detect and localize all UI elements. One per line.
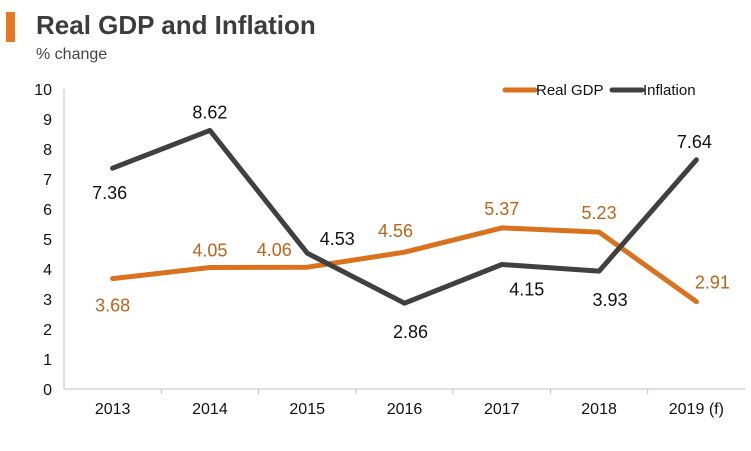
y-tick-label: 4 (43, 262, 52, 279)
y-tick-label: 7 (43, 172, 52, 189)
y-tick-label: 3 (43, 292, 52, 309)
data-label-real-gdp: 2.91 (695, 273, 730, 293)
data-label-real-gdp: 3.68 (95, 296, 130, 316)
data-label-real-gdp: 5.23 (582, 203, 617, 223)
legend-label-real-gdp: Real GDP (536, 82, 604, 99)
data-label-inflation: 3.93 (593, 290, 628, 310)
x-tick-label: 2013 (95, 401, 131, 418)
data-label-inflation: 8.62 (192, 102, 227, 122)
x-tick-label: 2014 (192, 401, 228, 418)
x-tick-label: 2019 (f) (669, 401, 724, 418)
data-label-real-gdp: 4.05 (192, 241, 227, 261)
title-accent-bar (6, 12, 15, 42)
data-label-inflation: 2.86 (393, 322, 428, 342)
y-tick-label: 10 (34, 82, 52, 99)
data-label-inflation: 7.64 (677, 132, 712, 152)
data-label-inflation: 4.53 (320, 229, 355, 249)
data-label-inflation: 7.36 (92, 183, 127, 203)
y-tick-label: 5 (43, 232, 52, 249)
y-tick-label: 9 (43, 112, 52, 129)
chart-axes: 0 1 2 3 4 5 6 7 8 9 10 2013 2014 2015 2016 2017 2018 2019… (34, 82, 745, 418)
x-tick-label: 2015 (289, 401, 325, 418)
y-tick-label: 2 (43, 322, 52, 339)
x-tick-label: 2018 (581, 401, 617, 418)
series-lines (110, 127, 699, 306)
y-tick-label: 0 (43, 382, 52, 399)
y-tick-label: 1 (43, 352, 52, 369)
chart-title: Real GDP and Inflation (36, 10, 316, 40)
data-label-real-gdp: 4.06 (257, 240, 292, 260)
data-label-inflation: 4.15 (509, 280, 544, 300)
data-label-real-gdp: 5.37 (484, 199, 519, 219)
series-line-inflation (110, 127, 699, 306)
y-tick-label: 6 (43, 202, 52, 219)
data-label-real-gdp: 4.56 (378, 221, 413, 241)
legend-label-inflation: Inflation (643, 82, 696, 99)
chart-subtitle: % change (36, 46, 108, 63)
series-line-real-gdp (110, 225, 699, 305)
x-tick-label: 2016 (387, 401, 423, 418)
data-labels: 3.68 4.05 4.06 4.56 5.37 5.23 2.91 7.36 8.62 4.53… (92, 102, 730, 342)
x-tick-label: 2017 (484, 401, 520, 418)
chart-legend: Real GDP Inflation (502, 82, 696, 99)
y-tick-label: 8 (43, 142, 52, 159)
